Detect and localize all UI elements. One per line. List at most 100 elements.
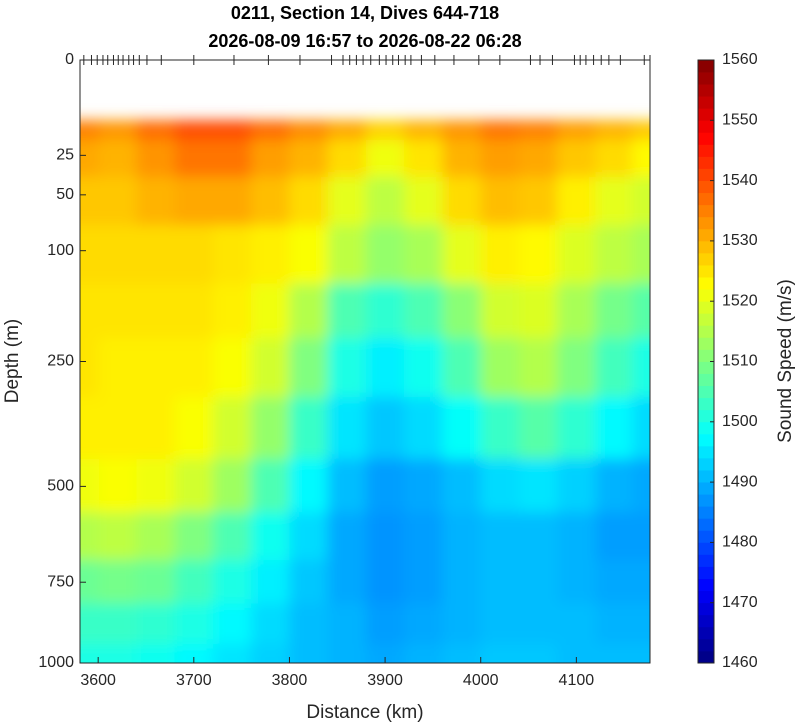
field-cell (480, 512, 520, 561)
colorbar-band (698, 301, 714, 314)
colorbar-band (698, 530, 714, 543)
field-cell (365, 283, 405, 339)
chart-title: 0211, Section 14, Dives 644-718 (231, 3, 499, 23)
field-cell (289, 458, 329, 513)
y-tick-label: 1000 (38, 654, 74, 671)
field-cell (212, 225, 252, 285)
field-cell (174, 176, 214, 226)
field-cell (442, 283, 482, 339)
colorbar-band (698, 60, 714, 73)
colorbar-band (698, 168, 714, 181)
field-cell (251, 225, 291, 285)
field-cell (80, 397, 100, 460)
field-cell (174, 603, 214, 645)
colorbar-tick-label: 1510 (722, 353, 758, 370)
field-cell (557, 337, 597, 398)
colorbar-band (698, 192, 714, 206)
field-cell (136, 397, 176, 460)
field-cell (518, 120, 558, 141)
field-cell (595, 176, 633, 226)
field (80, 120, 650, 663)
colorbar-band (698, 325, 714, 338)
field-cell (480, 603, 520, 645)
field-cell (404, 139, 444, 178)
field-cell (289, 139, 329, 178)
field-cell (212, 176, 252, 226)
field-cell (404, 603, 444, 645)
field-cell (327, 643, 367, 663)
field-cell (98, 458, 138, 513)
field-cell (80, 337, 100, 398)
field-cell (174, 397, 214, 460)
field-cell (365, 603, 405, 645)
field-cell (136, 559, 176, 605)
field-cell (98, 225, 138, 285)
colorbar-band (698, 72, 714, 85)
field-cell (136, 120, 176, 141)
field-cell (327, 337, 367, 398)
field-cell (480, 337, 520, 398)
field-cell (442, 643, 482, 663)
field-cell (518, 643, 558, 663)
field-cell (98, 139, 138, 178)
x-tick-label: 4100 (559, 672, 595, 689)
colorbar-band (698, 626, 714, 640)
field-cell (212, 603, 252, 645)
colorbar-band (698, 518, 714, 531)
x-tick-label: 3600 (80, 672, 116, 689)
field-cell (442, 512, 482, 561)
field-cell (174, 139, 214, 178)
field-cell (557, 643, 597, 663)
colorbar-band (698, 373, 714, 387)
field-cell (442, 559, 482, 605)
field-cell (174, 458, 214, 513)
field-cell (404, 559, 444, 605)
field-cell (404, 397, 444, 460)
field-cell (174, 120, 214, 141)
field-cell (365, 397, 405, 460)
field-cell (557, 458, 597, 513)
field-cell (327, 120, 367, 141)
chart-subtitle: 2026-08-09 16:57 to 2026-08-22 06:28 (208, 31, 521, 51)
field-cell (327, 397, 367, 460)
field-cell (136, 225, 176, 285)
colorbar-band (698, 361, 714, 374)
field-cell (557, 176, 597, 226)
field-cell (289, 603, 329, 645)
field-cell (518, 559, 558, 605)
field-cell (632, 176, 650, 226)
field-cell (595, 643, 633, 663)
field-cell (136, 337, 176, 398)
field-cell (365, 176, 405, 226)
colorbar-band (698, 602, 714, 616)
field-cell (174, 559, 214, 605)
field-cell (289, 176, 329, 226)
field-cell (98, 283, 138, 339)
field-cell (289, 643, 329, 663)
field-cells (80, 120, 650, 663)
field-cell (174, 337, 214, 398)
colorbar-tick-label: 1550 (722, 112, 758, 129)
colorbar-band (698, 180, 714, 194)
colorbar-band (698, 108, 714, 121)
field-cell (557, 512, 597, 561)
field-cell (98, 559, 138, 605)
colorbar-tick-label: 1520 (722, 292, 758, 309)
field-cell (557, 139, 597, 178)
field-cell (632, 559, 650, 605)
colorbar-band (698, 228, 714, 242)
colorbar-band (698, 385, 714, 399)
field-cell (251, 458, 291, 513)
y-tick-label: 750 (47, 573, 74, 590)
field-cell (327, 139, 367, 178)
field-cell (518, 176, 558, 226)
field-cell (80, 603, 100, 645)
y-tick-label: 25 (56, 147, 74, 164)
field-cell (98, 643, 138, 663)
field-cell (595, 139, 633, 178)
colorbar-band (698, 289, 714, 302)
field-cell (442, 120, 482, 141)
field-cell (480, 559, 520, 605)
colorbar-band (698, 554, 714, 567)
